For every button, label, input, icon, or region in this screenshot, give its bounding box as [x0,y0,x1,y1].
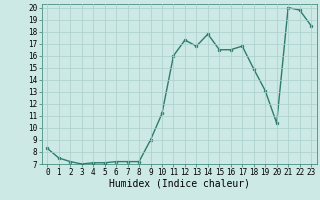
X-axis label: Humidex (Indice chaleur): Humidex (Indice chaleur) [109,179,250,189]
